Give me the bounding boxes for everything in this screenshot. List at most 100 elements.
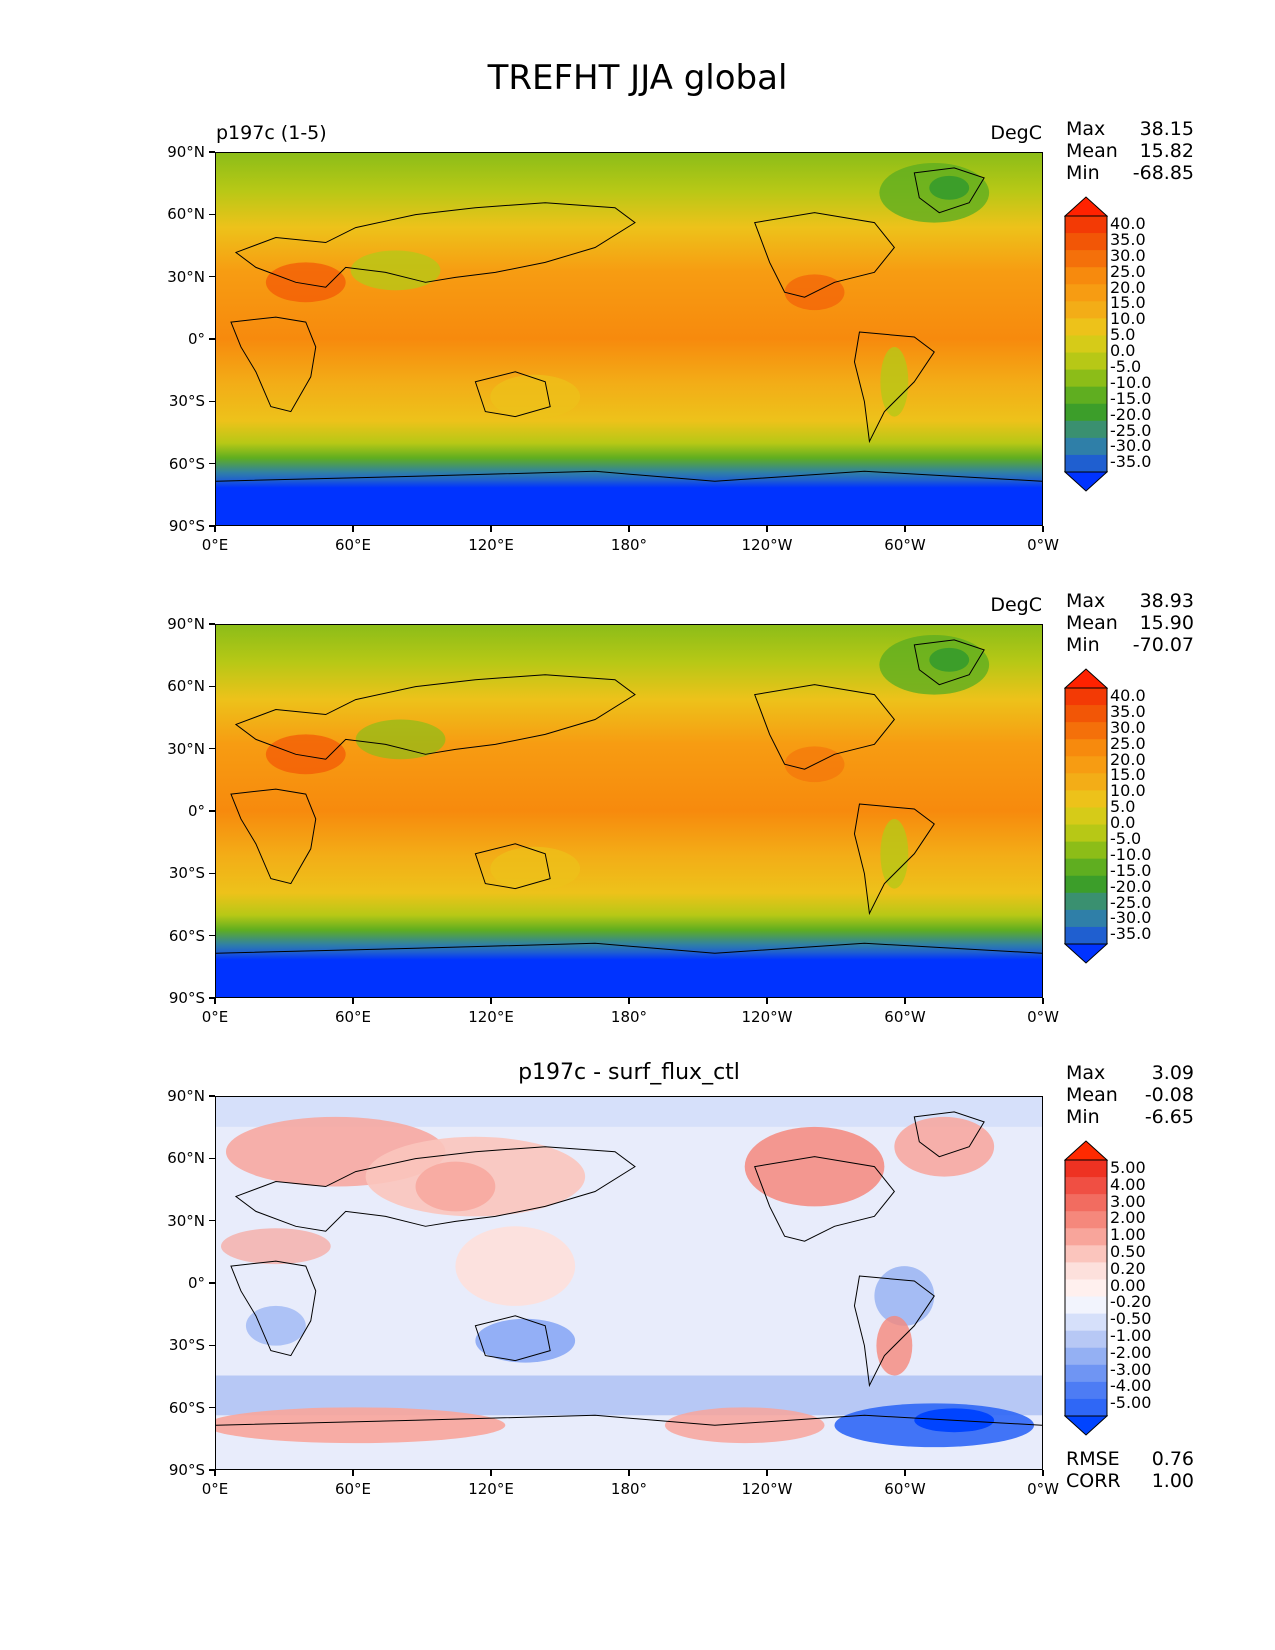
- panel-2-map: [215, 624, 1043, 998]
- colorbar-swatch: [1065, 301, 1107, 319]
- x-tick-mark: [214, 1470, 216, 1476]
- stat-row: Mean -0.08: [1066, 1084, 1194, 1106]
- x-tick-label: 60°W: [884, 1480, 926, 1498]
- y-tick-mark: [209, 623, 215, 625]
- colorbar-level-label: 30.0: [1110, 717, 1146, 737]
- x-tick-mark: [352, 1470, 354, 1476]
- panel-3-extra-stats: RMSE 0.76 CORR 1.00: [1066, 1448, 1194, 1492]
- colorbar-swatch: [1065, 1262, 1107, 1280]
- colorbar-level-label: 5.0: [1110, 325, 1136, 345]
- colorbar-swatch: [1065, 437, 1107, 456]
- colorbar-swatch: [1065, 335, 1107, 354]
- x-tick-label: 60°W: [884, 1008, 926, 1026]
- colorbar-swatch: [1065, 756, 1107, 774]
- colorbar-level-label: 0.0: [1110, 813, 1136, 833]
- y-tick-label: 60°S: [168, 1398, 205, 1417]
- colorbar-level-label: -20.0: [1110, 876, 1152, 896]
- stat-row: Min -68.85: [1066, 162, 1194, 184]
- y-tick-mark: [209, 338, 215, 340]
- colorbar-frame: [1064, 687, 1108, 945]
- y-tick-mark: [209, 1095, 215, 1097]
- x-tick-label: 0°W: [1027, 1008, 1059, 1026]
- y-tick-label: 60°S: [168, 454, 205, 473]
- panel-3-colorbar: [1064, 1140, 1108, 1436]
- colorbar-swatch: [1065, 773, 1107, 791]
- panel-2-colorbar: [1064, 668, 1108, 964]
- colorbar-frame: [1064, 215, 1108, 473]
- x-tick-mark: [490, 526, 492, 532]
- colorbar-swatch: [1065, 1398, 1107, 1417]
- panel-1-stats: Max 38.15 Mean 15.82 Min -68.85: [1066, 118, 1194, 184]
- colorbar-swatch: [1065, 1347, 1107, 1366]
- stat-row: Max 3.09: [1066, 1062, 1194, 1084]
- colorbar-level-label: 10.0: [1110, 309, 1146, 329]
- colorbar-level-label: -10.0: [1110, 372, 1152, 392]
- x-tick-label: 120°E: [468, 1480, 514, 1498]
- x-tick-mark: [766, 526, 768, 532]
- colorbar-swatch: [1065, 892, 1107, 911]
- stat-row: Max 38.93: [1066, 590, 1194, 612]
- x-tick-label: 120°E: [468, 536, 514, 554]
- y-tick-mark: [209, 275, 215, 278]
- colorbar-level-label: 2.00: [1110, 1208, 1146, 1228]
- colorbar-swatch: [1065, 267, 1107, 285]
- y-tick-label: 30°N: [167, 739, 205, 758]
- panel-1-field: [216, 153, 1042, 525]
- colorbar-level-label: -4.00: [1110, 1376, 1152, 1396]
- colorbar-swatch: [1065, 1160, 1107, 1178]
- colorbar-level-label: -30.0: [1110, 436, 1152, 456]
- colorbar-swatch: [1065, 216, 1107, 234]
- colorbar-extend-min: [1064, 1415, 1108, 1436]
- colorbar-level-label: -5.00: [1110, 1393, 1152, 1413]
- colorbar-extend-min: [1064, 943, 1108, 964]
- colorbar-swatch: [1065, 1296, 1107, 1315]
- x-tick-mark: [1042, 998, 1044, 1004]
- colorbar-swatch: [1065, 1279, 1107, 1298]
- colorbar-level-label: -5.0: [1110, 357, 1142, 377]
- colorbar-extend-max: [1064, 1140, 1108, 1161]
- colorbar-level-label: -1.00: [1110, 1325, 1152, 1345]
- y-tick-label: 90°S: [168, 1461, 205, 1479]
- colorbar-swatch: [1065, 1381, 1107, 1400]
- colorbar-swatch: [1065, 420, 1107, 439]
- colorbar-level-label: 15.0: [1110, 765, 1146, 785]
- colorbar-level-label: -15.0: [1110, 388, 1152, 408]
- x-tick-label: 180°: [610, 1480, 648, 1498]
- x-tick-label: 0°E: [201, 1480, 229, 1498]
- colorbar-extend-min: [1064, 471, 1108, 492]
- colorbar-level-label: -20.0: [1110, 404, 1152, 424]
- colorbar-level-label: 25.0: [1110, 733, 1146, 753]
- x-tick-mark: [766, 998, 768, 1004]
- colorbar-swatch: [1065, 875, 1107, 894]
- figure-title: TREFHT JJA global: [487, 58, 788, 98]
- colorbar-level-label: -25.0: [1110, 420, 1152, 440]
- colorbar-swatch: [1065, 284, 1107, 302]
- y-tick-mark: [209, 872, 215, 875]
- y-tick-label: 30°N: [167, 267, 205, 286]
- colorbar-swatch: [1065, 1177, 1107, 1195]
- colorbar-swatches: [1064, 1140, 1108, 1436]
- panel-3-center-title: p197c - surf_flux_ctl: [518, 1060, 740, 1085]
- colorbar-level-label: 15.0: [1110, 293, 1146, 313]
- colorbar-level-label: -30.0: [1110, 908, 1152, 928]
- x-tick-label: 60°E: [334, 1480, 372, 1498]
- colorbar-swatch: [1065, 909, 1107, 928]
- x-tick-mark: [904, 998, 906, 1004]
- colorbar-level-label: 5.00: [1110, 1158, 1146, 1177]
- y-tick-label: 30°N: [167, 1211, 205, 1230]
- x-tick-label: 0°W: [1027, 536, 1059, 554]
- x-tick-label: 0°E: [201, 536, 229, 554]
- y-tick-mark: [209, 1469, 215, 1471]
- y-tick-mark: [209, 151, 215, 153]
- colorbar-extend-max: [1064, 196, 1108, 217]
- colorbar-swatch: [1065, 403, 1107, 422]
- x-tick-mark: [1042, 1470, 1044, 1476]
- panel-3-stats: Max 3.09 Mean -0.08 Min -6.65: [1066, 1062, 1194, 1128]
- colorbar-level-label: -0.50: [1110, 1309, 1152, 1329]
- x-tick-label: 120°E: [468, 1008, 514, 1026]
- colorbar-level-label: -25.0: [1110, 892, 1152, 912]
- x-tick-label: 60°W: [884, 536, 926, 554]
- y-tick-mark: [209, 747, 215, 750]
- x-tick-mark: [628, 1470, 630, 1476]
- colorbar-swatch: [1065, 790, 1107, 808]
